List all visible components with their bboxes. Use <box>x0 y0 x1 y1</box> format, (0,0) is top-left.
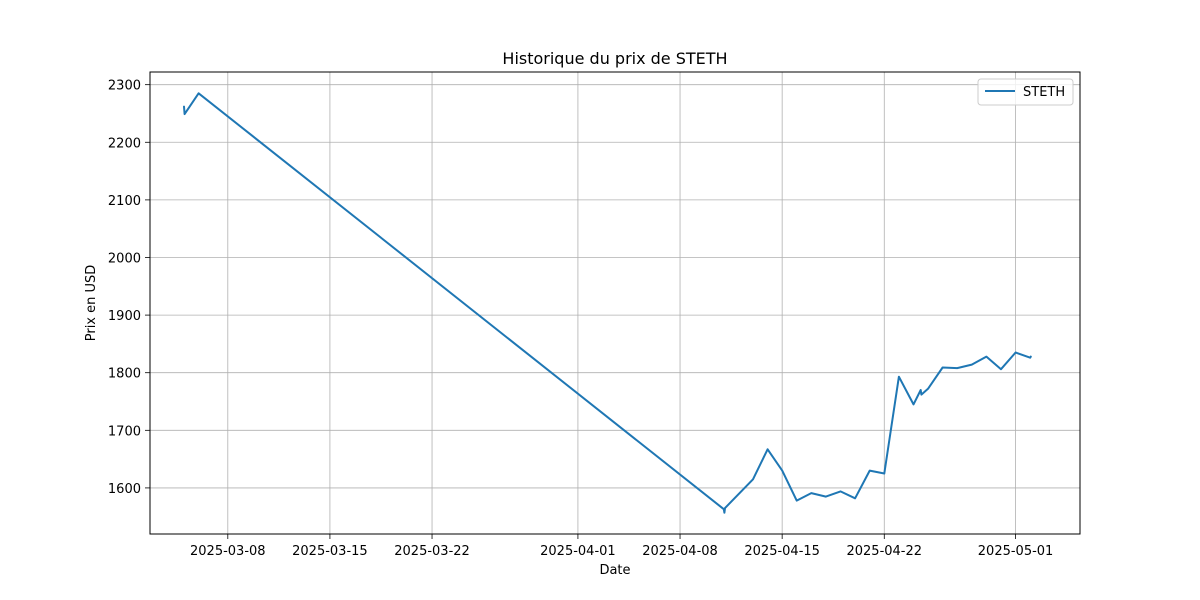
x-tick-label: 2025-03-22 <box>394 544 470 559</box>
x-tick-label: 2025-04-15 <box>744 544 820 559</box>
x-axis-label: Date <box>599 563 630 578</box>
series-line-steth <box>183 92 1032 514</box>
y-tick-label: 2100 <box>108 194 141 209</box>
data-point <box>724 507 726 509</box>
y-tick-label: 1600 <box>108 482 141 497</box>
legend-box <box>977 78 1074 106</box>
data-point <box>854 497 856 499</box>
data-point <box>723 508 725 510</box>
data-point <box>767 448 769 450</box>
data-point <box>781 470 783 472</box>
data-point <box>183 106 185 108</box>
data-point <box>927 388 929 390</box>
data-point <box>898 376 900 378</box>
x-tick-label: 2025-04-22 <box>846 544 922 559</box>
y-tick-label: 2200 <box>108 136 141 151</box>
x-tick-label: 2025-04-08 <box>642 544 718 559</box>
data-point <box>723 512 726 514</box>
data-point <box>985 356 988 358</box>
y-axis: 1600 1700 1800 1900 2000 2100 2200 2300 <box>108 79 150 497</box>
data-point <box>839 490 842 492</box>
series-layer <box>183 92 1032 514</box>
legend-label-steth: STETH <box>1023 85 1065 100</box>
y-tick-label: 2000 <box>108 251 141 266</box>
data-point <box>920 394 923 396</box>
x-tick-label: 2025-03-15 <box>292 544 368 559</box>
x-tick-label: 2025-05-01 <box>978 544 1054 559</box>
chart-title: Historique du prix de STETH <box>502 49 727 68</box>
data-point <box>1015 351 1017 354</box>
y-tick-label: 1900 <box>108 309 141 324</box>
grid <box>150 72 1080 534</box>
data-point <box>920 389 922 391</box>
y-tick-label: 1800 <box>108 367 141 382</box>
data-point <box>1030 356 1032 358</box>
y-tick-label: 2300 <box>108 79 141 94</box>
data-point <box>971 364 973 366</box>
data-point <box>825 496 827 498</box>
data-point <box>883 472 885 475</box>
data-point <box>796 500 798 502</box>
data-point <box>810 492 812 494</box>
legend: STETH <box>977 78 1074 106</box>
x-tick-label: 2025-04-01 <box>540 544 616 559</box>
data-point <box>184 113 186 115</box>
x-axis: 2025-03-08 2025-03-15 2025-03-22 2025-04-01… <box>190 534 1053 559</box>
data-point <box>942 366 944 369</box>
data-point <box>1000 368 1002 370</box>
data-point <box>198 92 200 94</box>
y-axis-label: Prix en USD <box>84 265 99 342</box>
x-tick-label: 2025-03-08 <box>190 544 266 559</box>
plot-frame <box>149 71 1081 535</box>
data-point <box>752 478 754 480</box>
data-point <box>956 367 958 369</box>
y-tick-label: 1700 <box>108 424 141 439</box>
data-point <box>912 403 915 405</box>
data-point <box>869 470 871 472</box>
data-point <box>1029 357 1031 359</box>
